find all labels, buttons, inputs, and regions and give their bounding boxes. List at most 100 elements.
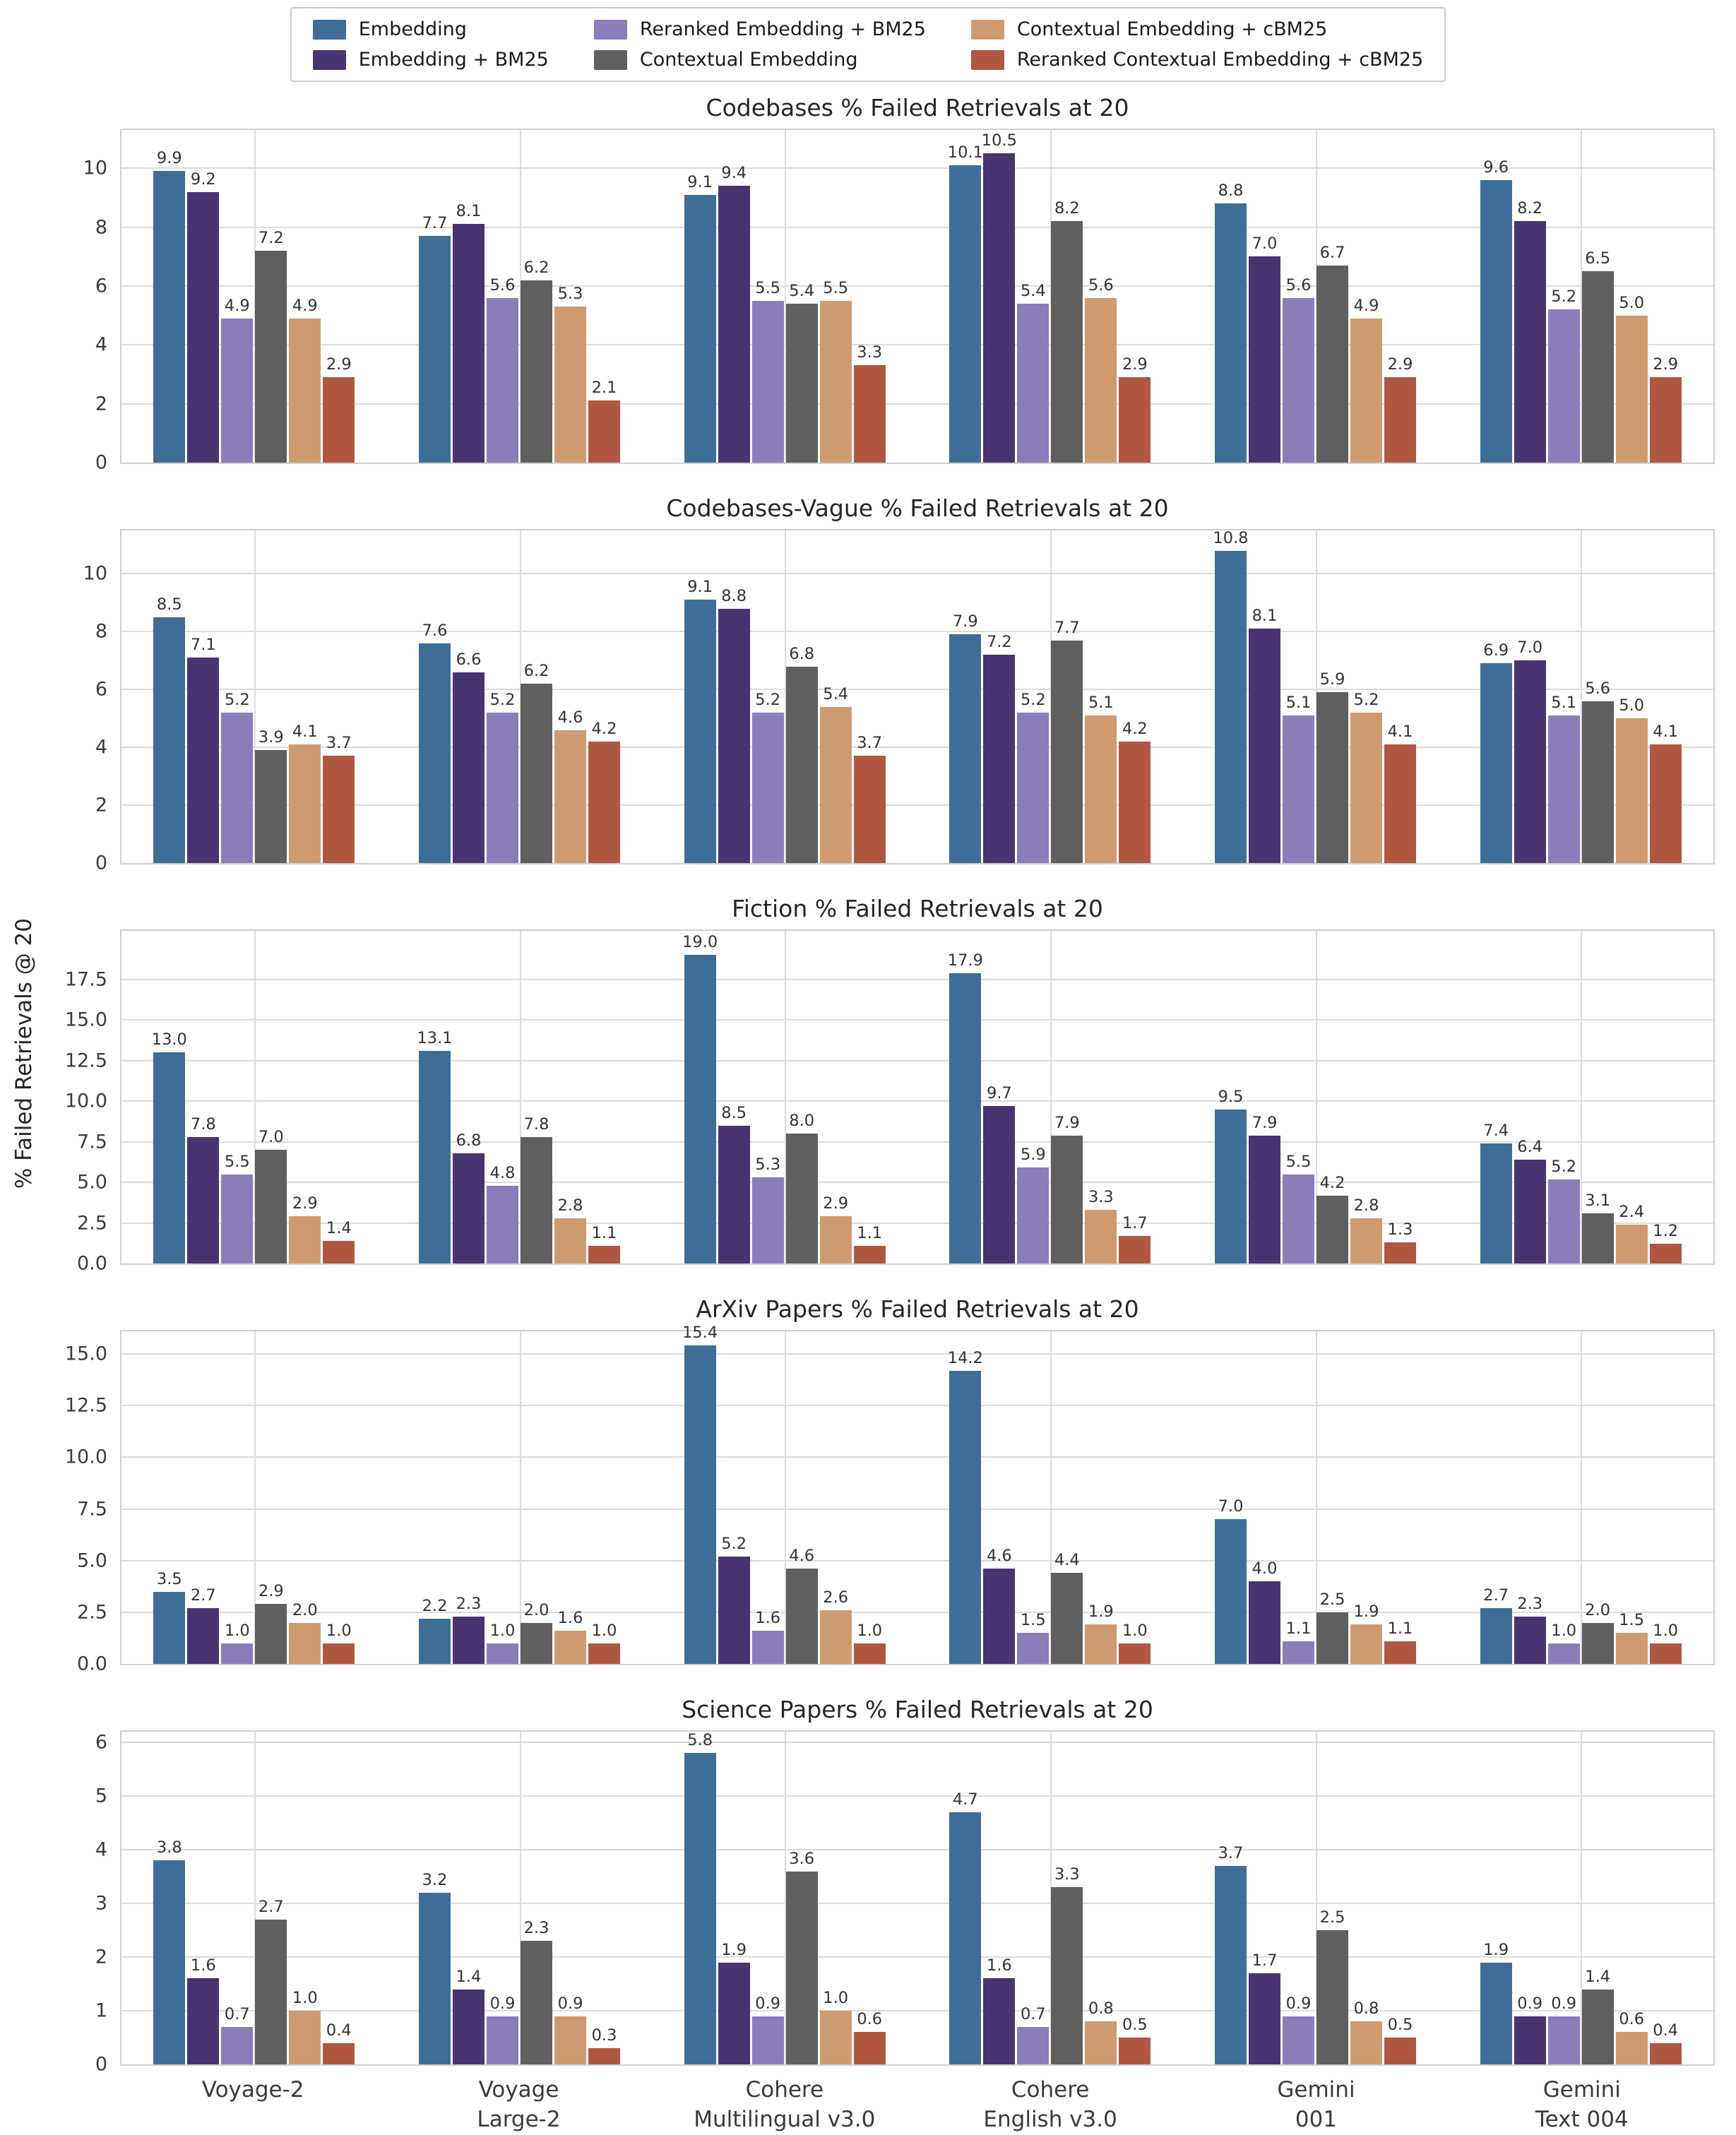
- bar-value-label: 5.1: [1285, 694, 1312, 713]
- y-tick-label: 5.0: [77, 1171, 107, 1194]
- v-gridline: [1315, 130, 1317, 463]
- bar-value-label: 5.5: [1285, 1152, 1312, 1171]
- bar-value-label: 9.2: [190, 170, 216, 189]
- y-tick-label: 0.0: [77, 1653, 107, 1675]
- bar-value-label: 6.6: [456, 650, 482, 669]
- chart: Codebases % Failed Retrievals at 20 0 2 4 6 8…: [83, 92, 1715, 474]
- bar-value-label: 5.5: [224, 1152, 250, 1171]
- v-gridline: [254, 530, 256, 863]
- bar-value-label: 6.8: [789, 644, 815, 663]
- bar-value-label: 1.0: [489, 1621, 516, 1640]
- bar-value-label: 2.8: [557, 1196, 583, 1215]
- h-gridline: [121, 344, 1713, 346]
- bar: 2.5: [1316, 1590, 1349, 1664]
- bar-group: 13.1 6.8 4.8 7.8 2.8 1.1: [387, 931, 653, 1263]
- bar: 9.2: [187, 170, 220, 463]
- bar: 2.3: [1514, 1595, 1546, 1664]
- bar: 2.5: [1316, 1908, 1349, 2064]
- bar-value-label: 4.2: [1319, 1173, 1345, 1192]
- x-category-label-line: English v3.0: [983, 2106, 1117, 2132]
- bar-value-label: 8.1: [456, 202, 482, 221]
- bar: 5.9: [1017, 1146, 1050, 1263]
- y-tick-label: 7.5: [77, 1498, 107, 1521]
- x-category-label: Voyage Large-2: [386, 2066, 651, 2135]
- bar: 5.9: [1316, 670, 1349, 863]
- bar-value-label: 3.6: [789, 1849, 815, 1868]
- bar-value-label: 3.5: [156, 1569, 182, 1588]
- y-tick-label: 7.5: [77, 1131, 107, 1153]
- legend-swatch-icon: [593, 49, 627, 70]
- bar-value-label: 1.1: [1387, 1619, 1413, 1638]
- x-category-label-line: Voyage: [478, 2077, 559, 2103]
- bar-group: 9.1 9.4 5.5 5.4 5.5 3.3: [652, 130, 917, 463]
- bar: 1.3: [1384, 1220, 1417, 1263]
- bar: 7.9: [1051, 1114, 1083, 1263]
- bar-value-label: 2.7: [1483, 1586, 1509, 1605]
- bar-value-label: 4.9: [292, 296, 318, 315]
- bar-group: 8.8 7.0 5.6 6.7 4.9 2.9: [1183, 130, 1449, 463]
- y-tick-label: 5.0: [77, 1550, 107, 1572]
- bar-value-label: 1.9: [721, 1940, 747, 1959]
- legend-wrap: Embedding Embedding + BM25 Reranked Embedd…: [0, 0, 1736, 82]
- bar: 4.8: [487, 1164, 518, 1263]
- bar-value-label: 4.1: [1387, 722, 1413, 742]
- legend-label: Reranked Contextual Embedding + cBM25: [1016, 49, 1424, 71]
- bar: 5.5: [819, 279, 852, 463]
- bar-value-label: 5.6: [1585, 679, 1611, 698]
- bar-value-label: 2.9: [258, 1582, 284, 1601]
- bar: 4.2: [588, 720, 620, 863]
- bar-value-label: 9.9: [156, 149, 182, 168]
- bar-value-label: 3.7: [1218, 1843, 1244, 1862]
- bar: 6.4: [1514, 1138, 1546, 1263]
- v-gridline: [1050, 1732, 1052, 2064]
- chart: Science Papers % Failed Retrievals at 20…: [95, 1694, 1715, 2076]
- x-category-label-line: Multilingual v3.0: [694, 2106, 876, 2132]
- v-gridline: [1581, 530, 1583, 863]
- x-category-label-line: Gemini: [1277, 2077, 1355, 2103]
- bar-value-label: 5.2: [721, 1534, 747, 1553]
- bar: 6.9: [1480, 641, 1512, 863]
- legend-swatch-icon: [312, 49, 346, 70]
- v-gridline: [519, 1331, 521, 1664]
- v-gridline: [1315, 1732, 1317, 2064]
- bar: 5.1: [1547, 694, 1580, 863]
- v-gridline: [519, 530, 521, 863]
- v-gridline: [519, 1732, 521, 2064]
- bar: 8.0: [785, 1112, 818, 1263]
- bar: 5.2: [487, 691, 518, 863]
- x-category-label-line: Cohere: [1011, 2077, 1090, 2103]
- y-tick-label: 0: [95, 852, 107, 874]
- x-category-label-line: Cohere: [745, 2077, 824, 2103]
- bar-value-label: 0.7: [224, 2004, 250, 2023]
- bar-value-label: 4.9: [224, 296, 250, 315]
- bar-value-label: 7.6: [422, 621, 448, 640]
- h-gridline: [121, 1559, 1713, 1562]
- v-gridline: [785, 130, 787, 463]
- h-gridline: [121, 978, 1713, 980]
- y-tick-label: 2.5: [77, 1212, 107, 1235]
- bar-value-label: 3.9: [258, 728, 284, 747]
- v-gridline: [785, 931, 787, 1263]
- bar: 0.9: [751, 1994, 784, 2064]
- y-tick-label: 12.5: [64, 1394, 107, 1417]
- y-tick-label: 2: [95, 393, 107, 415]
- bar-value-label: 17.9: [947, 951, 983, 970]
- bar-value-label: 4.1: [1653, 722, 1679, 742]
- bar-group: 13.0 7.8 5.5 7.0 2.9 1.4: [121, 931, 387, 1263]
- bar: 3.3: [1051, 1865, 1083, 2064]
- bar-group: 2.7 2.3 1.0 2.0 1.5 1.0: [1448, 1331, 1713, 1664]
- h-gridline: [121, 1849, 1713, 1851]
- bar: 7.6: [419, 622, 451, 863]
- bar-value-label: 2.9: [1122, 355, 1148, 374]
- bar: 4.2: [1316, 1174, 1349, 1263]
- bar: 4.4: [1051, 1551, 1083, 1664]
- bar-value-label: 5.2: [1551, 287, 1577, 307]
- bar-group: 9.1 8.8 5.2 6.8 5.4 3.7: [652, 530, 917, 863]
- bar: 1.9: [1085, 1602, 1117, 1664]
- x-category-label: Cohere Multilingual v3.0: [652, 2066, 917, 2135]
- bar: 17.9: [948, 951, 983, 1263]
- bar-value-label: 1.1: [857, 1223, 883, 1242]
- x-category-label: Gemini Text 004: [1449, 2066, 1715, 2135]
- bar: 5.6: [487, 276, 518, 463]
- bar: 7.0: [1249, 234, 1281, 463]
